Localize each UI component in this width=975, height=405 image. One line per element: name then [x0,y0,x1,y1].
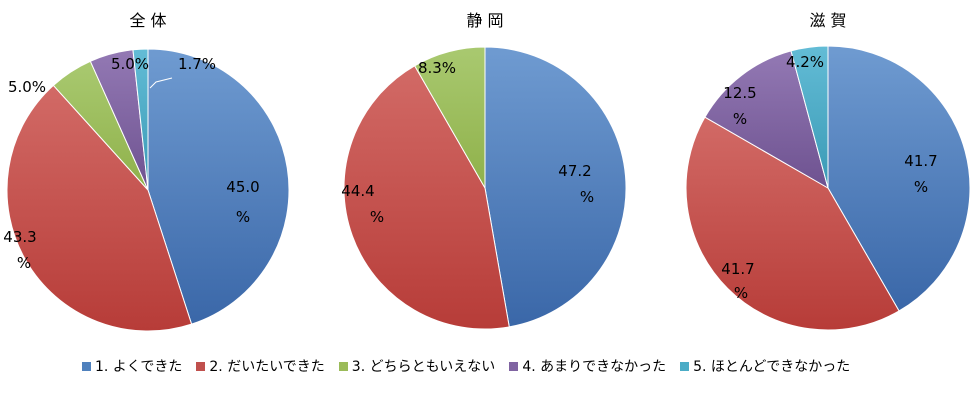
legend-swatch [338,361,348,371]
pie-slice-yoku-dekita [147,48,290,325]
data-label-dochiratomo: 5.0% [8,78,46,96]
legend-swatch [196,361,206,371]
legend-item-yoku-dekita: 1. よくできた [82,356,182,376]
data-label-daitai-dekita: % [734,284,748,302]
legend: 1. よくできた 2. だいたいできた 3. どちらともいえない 4. あまりできなか… [82,356,864,376]
legend-item-dochiratomo: 3. どちらともいえない [338,356,496,376]
legend-item-hotondo-dekinakatta: 5. ほとんどできなかった [680,356,850,376]
pie-chart-2: 静 岡 47.2% 44.4% 8.3% [341,11,627,330]
data-label-amari-dekinakatta: % [733,110,747,128]
legend-item-daitai-dekita: 2. だいたいできた [196,356,325,376]
legend-swatch [82,361,91,371]
data-label-amari-dekinakatta: 5.0% [111,55,149,73]
leader-line [149,77,173,89]
chart-title: 全 体 [129,11,166,30]
legend-label: 1. よくできた [95,359,183,375]
data-label-yoku-dekita: % [580,188,594,206]
data-label-yoku-dekita: 45.0 [226,178,259,196]
pie-slice-dochiratomo [414,46,486,190]
legend-swatch [680,361,690,371]
pie-slice-amari-dekinakatta [704,50,829,190]
pie-slice-hotondo-dekinakatta [132,48,149,191]
data-label-daitai-dekita: 43.3 [3,228,36,246]
pie-slice-daitai-dekita [343,65,510,330]
data-label-daitai-dekita: 44.4 [341,182,374,200]
data-label-hotondo-dekinakatta: 4.2% [786,53,824,71]
legend-item-amari-dekinakatta: 4. あまりできなかった [509,356,666,376]
pie-slice-daitai-dekita [685,116,900,331]
data-label-amari-dekinakatta: 12.5 [723,84,756,102]
data-label-daitai-dekita: % [17,254,31,272]
pie-slice-yoku-dekita [484,46,627,328]
data-label-yoku-dekita: 41.7 [904,152,937,170]
data-label-daitai-dekita: 41.7 [721,260,754,278]
data-label-yoku-dekita: 47.2 [558,162,591,180]
legend-swatch [509,361,519,371]
legend-label: 4. あまりできなかった [522,359,667,375]
pie-chart-1: 全 体 45.0% 43.3% 5.0% 5.0% 1.7% [3,11,290,332]
data-label-yoku-dekita: % [914,178,928,196]
legend-label: 5. ほとんどできなかった [693,359,851,375]
data-label-dochiratomo: 8.3% [418,59,456,77]
pie-slice-daitai-dekita [6,84,193,332]
data-label-hotondo-dekinakatta: 1.7% [178,55,216,73]
pie-chart-3: 滋 賀 41.7% 41.7% 12.5% 4.2% [685,11,971,331]
legend-label: 3. どちらともいえない [351,359,496,375]
data-label-daitai-dekita: % [370,208,384,226]
pie-slice-yoku-dekita [827,45,971,312]
chart-title: 静 岡 [466,11,503,30]
pie-slice-hotondo-dekinakatta [790,45,829,189]
legend-label: 2. だいたいできた [209,359,325,375]
chart-title: 滋 賀 [809,11,846,30]
data-label-yoku-dekita: % [236,208,250,226]
